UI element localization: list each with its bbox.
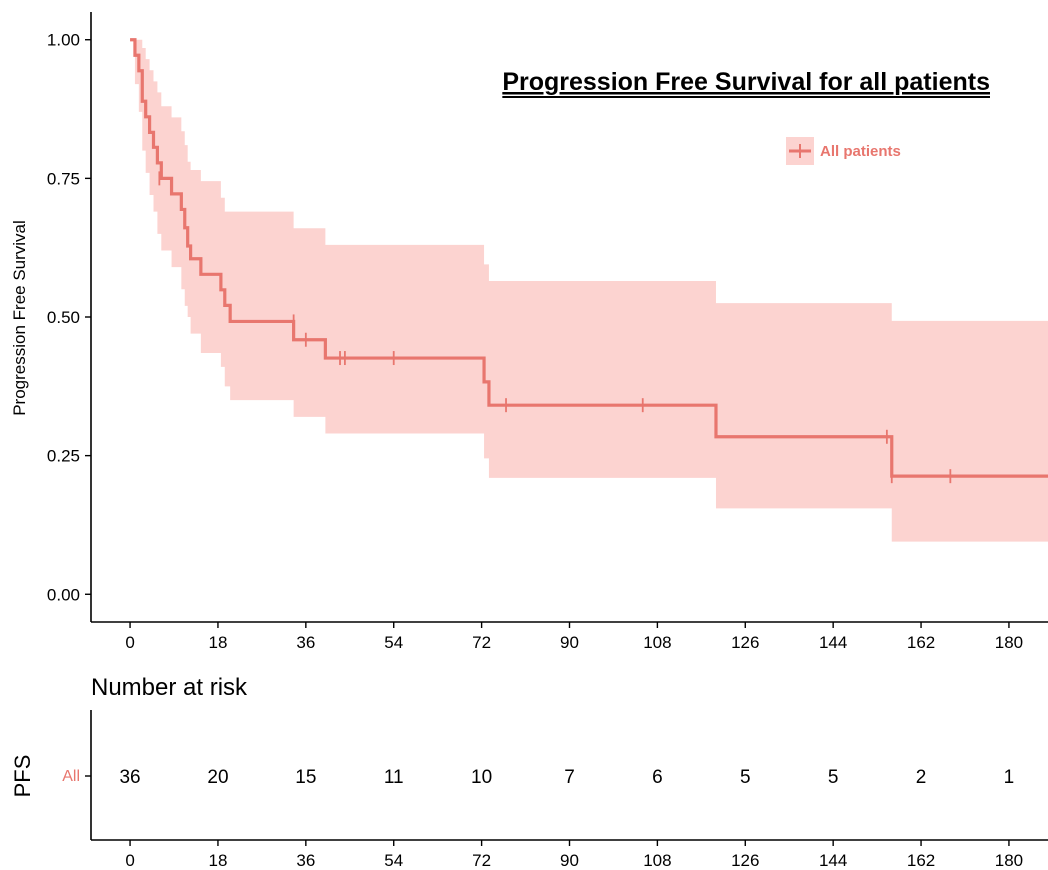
survival-plot: 0.00 0.25 0.50 0.75 1.00 0 18 36 54 72 90 108 126 144…: [10, 12, 1048, 652]
main-axes: 0.00 0.25 0.50 0.75 1.00 0 18 36 54 72 90 108 126 144…: [47, 12, 1048, 652]
risk-counts-layer: 36 20 15 11 10 7 6 5 5 2 1: [119, 767, 1014, 788]
risk-count: 36: [119, 767, 140, 788]
risk-count: 2: [916, 767, 927, 788]
risk-count: 10: [471, 767, 492, 788]
x-tick-label: 108: [643, 633, 671, 652]
y-tick-label: 0.25: [47, 447, 80, 466]
risk-count: 11: [384, 767, 404, 788]
risk-count: 1: [1004, 767, 1015, 788]
risk-table-y-label: PFS: [10, 755, 35, 798]
risk-axes: 0 18 36 54 72 90 108 126 144 162 180: [85, 710, 1048, 870]
x-tick-label: 0: [125, 633, 134, 652]
risk-table: Number at risk PFS All 36 20 15 11 10 7 6 5 5 2 1 …: [10, 674, 1048, 870]
risk-count: 6: [652, 767, 663, 788]
x-tick-label: 144: [819, 633, 847, 652]
risk-x-tick-label: 144: [819, 851, 847, 870]
risk-x-tick-label: 90: [560, 851, 579, 870]
x-tick-label: 72: [472, 633, 491, 652]
x-tick-label: 90: [560, 633, 579, 652]
risk-count: 15: [295, 767, 316, 788]
censor-marks-layer: [158, 171, 952, 484]
x-tick-label: 54: [384, 633, 403, 652]
x-tick-label: 180: [995, 633, 1023, 652]
chart-title: Progression Free Survival for all patien…: [502, 68, 990, 96]
risk-x-tick-label: 54: [384, 851, 403, 870]
risk-count: 5: [740, 767, 751, 788]
risk-strata-label: All: [62, 768, 80, 785]
y-tick-label: 0.75: [47, 169, 80, 188]
y-tick-label: 1.00: [47, 31, 80, 50]
y-tick-label: 0.50: [47, 308, 80, 327]
risk-count: 7: [564, 767, 575, 788]
risk-x-tick-label: 180: [995, 851, 1023, 870]
y-tick-label: 0.00: [47, 585, 80, 604]
risk-table-title: Number at risk: [91, 674, 248, 701]
x-tick-label: 162: [907, 633, 935, 652]
legend-label: All patients: [820, 143, 901, 160]
risk-x-tick-label: 108: [643, 851, 671, 870]
risk-x-tick-label: 36: [296, 851, 315, 870]
x-tick-label: 36: [296, 633, 315, 652]
risk-x-tick-label: 18: [208, 851, 227, 870]
confidence-band-layer: [130, 39, 1048, 542]
risk-x-tick-label: 0: [125, 851, 134, 870]
x-tick-label: 18: [208, 633, 227, 652]
y-axis-label: Progression Free Survival: [10, 220, 29, 416]
risk-x-tick-label: 72: [472, 851, 491, 870]
confidence-band: [130, 39, 1048, 542]
risk-count: 20: [207, 767, 228, 788]
x-tick-label: 126: [731, 633, 759, 652]
risk-x-tick-label: 162: [907, 851, 935, 870]
legend: All patients: [786, 137, 901, 165]
survival-curve-layer: [130, 38, 1048, 478]
survival-curve: [130, 38, 1048, 478]
risk-x-tick-label: 126: [731, 851, 759, 870]
risk-count: 5: [828, 767, 839, 788]
